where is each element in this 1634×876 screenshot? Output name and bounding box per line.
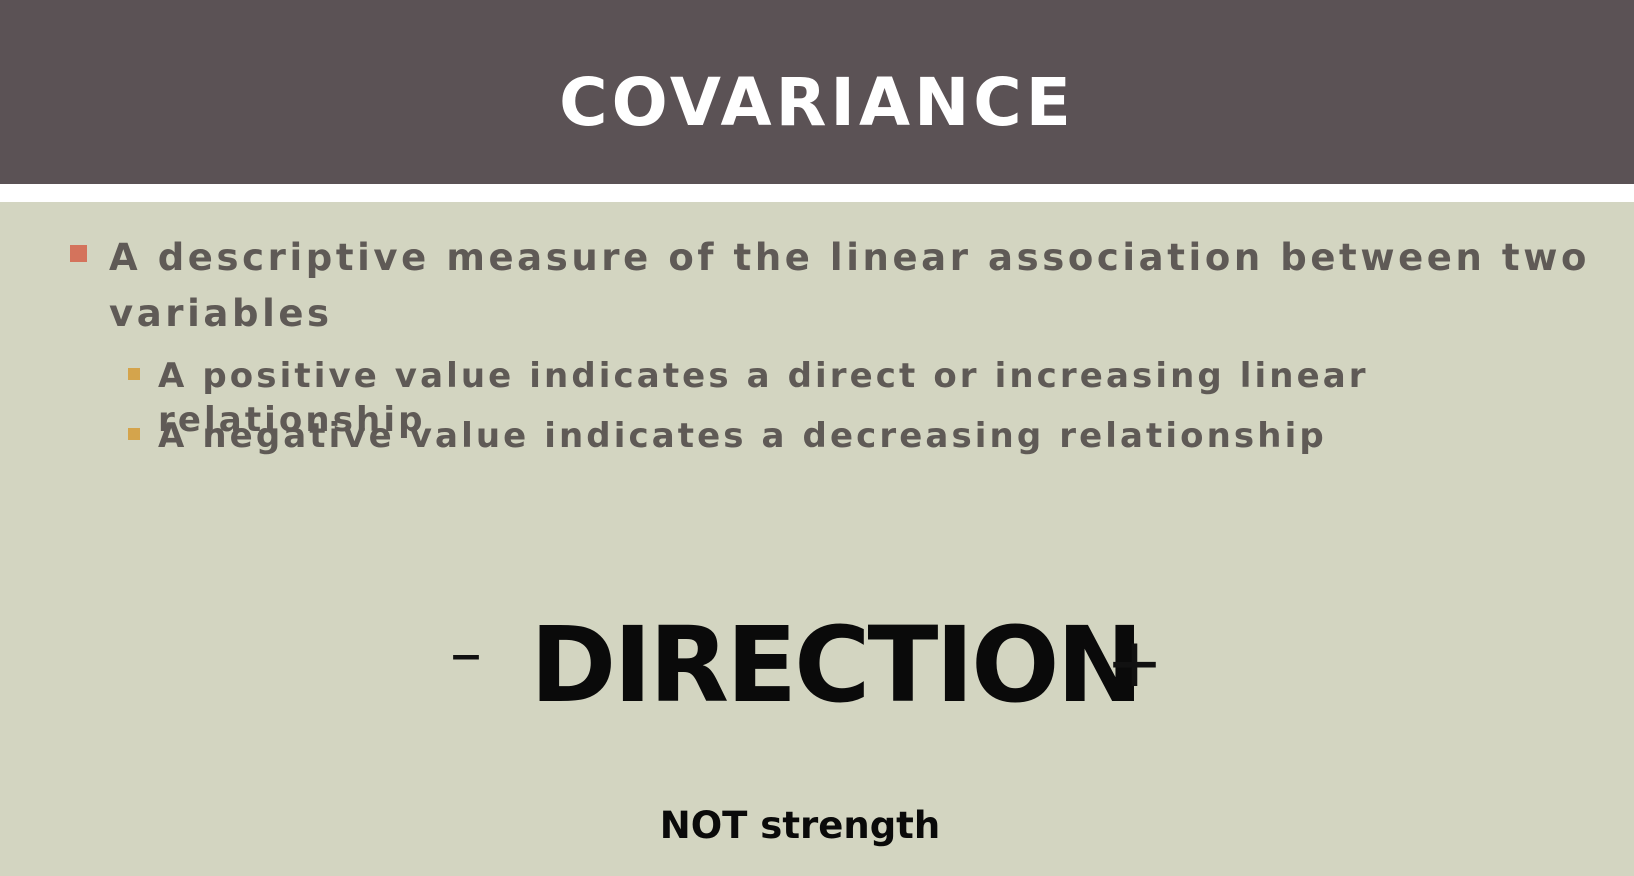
direction-row: – DIRECTION + (0, 600, 1634, 730)
slide-title: COVARIANCE (559, 63, 1075, 141)
direction-label: DIRECTION (530, 604, 1144, 726)
title-bar: COVARIANCE (0, 0, 1634, 184)
sub-bullet-negative: A negative value indicates a decreasing … (128, 414, 1608, 458)
plus-sign: + (1106, 624, 1163, 703)
footer-note: NOT strength (659, 804, 941, 847)
bullet-main-text: A descriptive measure of the linear asso… (109, 236, 1591, 335)
sub-bullet-negative-text: A negative value indicates a decreasing … (158, 416, 1327, 456)
sub-bullet-positive: A positive value indicates a direct or i… (128, 354, 1608, 442)
square-sub-bullet-icon (128, 428, 140, 440)
square-sub-bullet-icon (128, 368, 140, 380)
title-divider (0, 184, 1634, 202)
sub-bullet-positive-text: A positive value indicates a direct or i… (158, 356, 1369, 440)
square-bullet-icon (70, 245, 87, 262)
minus-sign: – (450, 617, 482, 691)
bullet-main: A descriptive measure of the linear asso… (70, 230, 1590, 342)
